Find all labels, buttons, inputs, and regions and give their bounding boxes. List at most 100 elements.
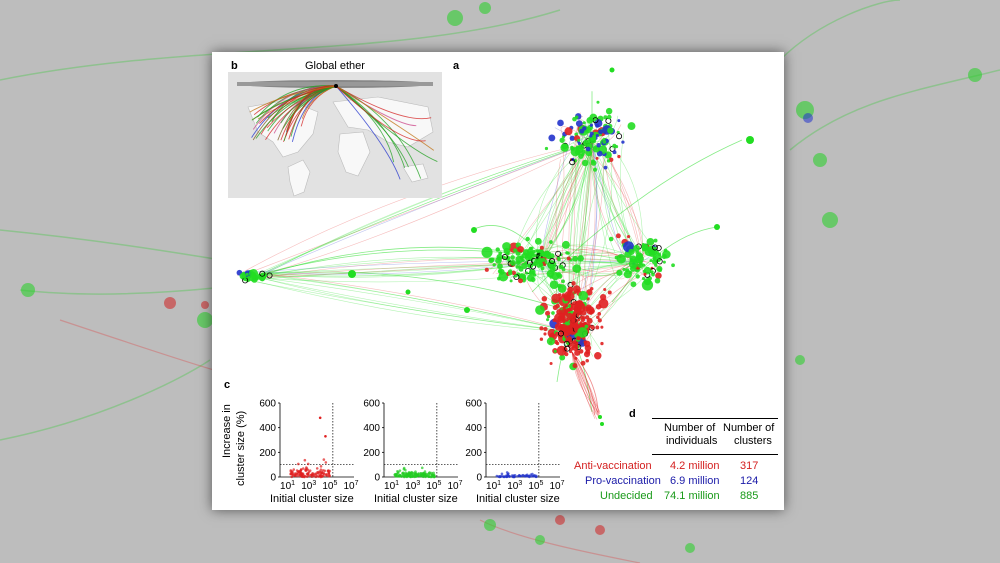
panel-b-title: Global ether: [305, 60, 365, 72]
x-tick-label: 105: [322, 480, 337, 492]
panel-c-ylabel-line2: cluster size (%): [235, 410, 247, 486]
scatter-point: [532, 474, 536, 478]
network-node: [637, 262, 644, 269]
network-node: [584, 324, 589, 329]
scatter-point: [503, 475, 506, 479]
network-node: [589, 134, 593, 138]
network-node: [580, 152, 585, 157]
row-pro-label: Pro-vaccination: [585, 475, 661, 487]
network-node: [589, 123, 594, 127]
network-node: [617, 154, 621, 159]
scatter-point: [417, 472, 420, 475]
network-node: [654, 277, 661, 284]
network-node: [566, 251, 570, 255]
network-node: [540, 266, 545, 271]
scatter-point: [289, 470, 293, 473]
scatter-point: [394, 473, 398, 477]
network-node: [586, 317, 593, 324]
network-node: [606, 159, 611, 163]
network-node: [564, 351, 569, 357]
x-tick-label: 105: [426, 480, 441, 492]
row-anti-label: Anti-vaccination: [574, 460, 652, 472]
network-node: [543, 250, 551, 258]
network-edge: [250, 261, 643, 283]
network-node: [572, 363, 578, 369]
network-node: [597, 318, 602, 323]
network-node: [495, 257, 502, 264]
network-node: [654, 263, 658, 267]
network-node: [549, 362, 553, 366]
scatter-point: [319, 465, 323, 468]
network-edge: [571, 351, 599, 413]
scatter-point: [498, 474, 502, 478]
scatter-xlabel-undecided: Initial cluster size: [374, 493, 458, 505]
network-node: [607, 114, 612, 120]
network-node: [530, 246, 534, 250]
network-node: [616, 269, 623, 276]
network-node: [528, 250, 534, 257]
scatter-point: [324, 461, 328, 464]
network-edge: [571, 351, 599, 413]
network-node: [521, 274, 527, 279]
network-node: [348, 270, 356, 278]
network-node: [511, 270, 516, 276]
network-node: [577, 138, 581, 142]
panel-c-ylabel-line1: Increase in: [221, 404, 233, 458]
network-node: [549, 266, 556, 273]
network-node: [569, 159, 576, 166]
network-node: [582, 121, 586, 125]
scatter-point: [419, 474, 422, 478]
network-node: [663, 248, 668, 253]
network-node: [571, 320, 576, 324]
network-node: [529, 268, 536, 276]
map-arc: [249, 85, 337, 113]
scatter-point: [535, 474, 538, 478]
network-node: [495, 247, 500, 252]
scatter-xlabel-anti: Initial cluster size: [270, 493, 354, 505]
network-node: [539, 326, 544, 331]
network-node: [497, 263, 503, 270]
network-node: [643, 278, 652, 286]
scatter-point: [303, 475, 306, 478]
row-anti-individuals: 4.2 million: [670, 460, 720, 472]
y-tick-label: 0: [270, 473, 276, 484]
network-node: [515, 260, 521, 265]
scatter-point: [411, 475, 414, 479]
network-node: [537, 258, 543, 265]
network-node: [541, 296, 548, 302]
network-edge: [261, 273, 573, 333]
network-node: [586, 289, 593, 296]
network-edge: [259, 256, 643, 276]
network-node: [641, 277, 646, 281]
network-node: [498, 251, 503, 256]
network-node: [530, 277, 536, 283]
network-node: [570, 340, 579, 349]
network-edge: [247, 273, 573, 333]
network-node: [638, 253, 643, 258]
x-tick-label: 103: [301, 480, 316, 492]
network-node: [567, 304, 572, 308]
header-clusters-line2: clusters: [734, 435, 772, 447]
network-edge: [253, 246, 513, 279]
table-top-rule: [652, 418, 778, 419]
network-node: [614, 255, 619, 260]
scatter-point: [328, 469, 331, 473]
network-node: [568, 349, 573, 354]
map-origin-point: [334, 84, 338, 88]
network-edge: [246, 141, 593, 275]
network-edge: [252, 261, 543, 277]
row-undecided-label: Undecided: [600, 490, 653, 502]
network-node: [577, 141, 581, 146]
network-node: [596, 315, 600, 319]
header-clusters-line1: Number of: [723, 422, 775, 434]
network-node: [535, 249, 540, 253]
map-arc: [335, 85, 406, 169]
scatter-point: [522, 474, 526, 478]
network-node: [551, 311, 555, 315]
network-node: [603, 115, 608, 120]
network-node: [562, 319, 566, 324]
network-node: [568, 308, 572, 312]
scatter-point: [306, 472, 309, 476]
network-node: [655, 272, 662, 279]
table-header-rule: [652, 454, 778, 455]
